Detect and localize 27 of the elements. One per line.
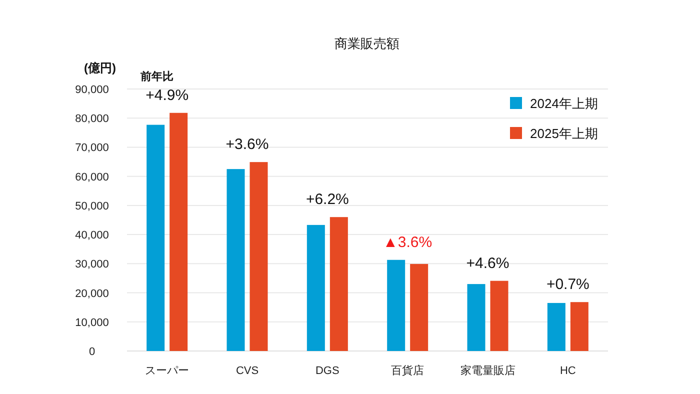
- x-tick-label: DGS: [315, 365, 340, 377]
- annotation: +4.9%: [146, 86, 189, 104]
- x-tick-label: CVS: [236, 365, 259, 377]
- y-tick-label: 80,000: [75, 113, 109, 126]
- y-tick-label: 60,000: [75, 171, 109, 184]
- y-tick-label: 40,000: [75, 230, 109, 242]
- x-tick-label: HC: [560, 365, 576, 377]
- y-tick-label: 90,000: [75, 84, 109, 96]
- text: 前年比: [140, 70, 174, 83]
- y-tick-label: 0: [88, 346, 96, 358]
- x-tick-label: 家電量販店: [460, 364, 516, 377]
- y-tick-label: 50,000: [75, 200, 109, 212]
- chart-title: 商業販売額: [334, 36, 400, 51]
- y-axis-title: (億円): [84, 61, 116, 75]
- annotation: ▲3.6%: [383, 234, 432, 251]
- annotation: +6.2%: [306, 191, 349, 208]
- y-tick-label: 20,000: [75, 288, 109, 300]
- legend-label: 2024年上期: [530, 96, 598, 111]
- x-tick-label: スーパー: [145, 365, 190, 377]
- x-tick-label: 百貨店: [391, 364, 424, 377]
- annotation: +0.7%: [546, 276, 590, 294]
- annotation: +4.6%: [466, 254, 510, 272]
- annotation: +3.6%: [226, 136, 269, 154]
- y-tick-label: 30,000: [75, 258, 109, 271]
- legend-label: 2025年上期: [530, 126, 598, 141]
- y-tick-label: 70,000: [75, 142, 109, 154]
- y-tick-label: 10,000: [75, 316, 109, 329]
